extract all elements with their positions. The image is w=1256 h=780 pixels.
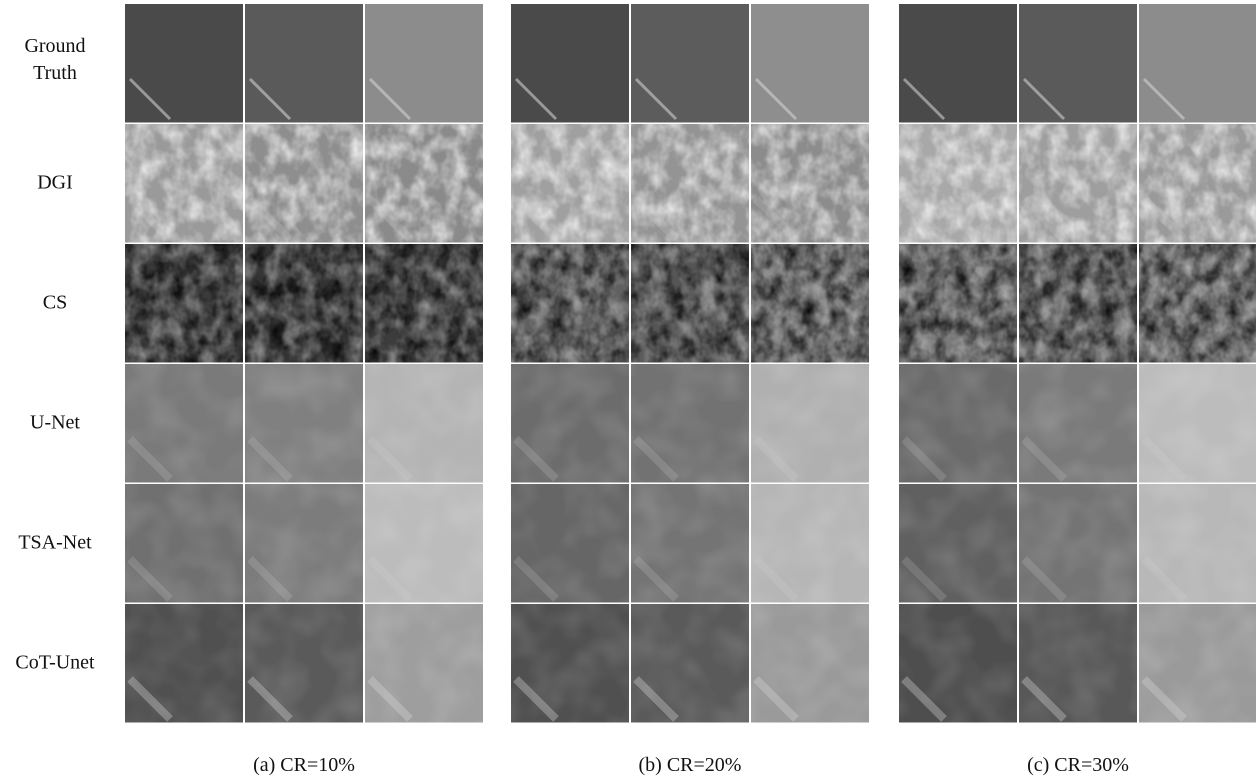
image-texture <box>125 364 243 483</box>
image-tile <box>365 4 483 123</box>
image-texture <box>899 484 1017 603</box>
image-texture <box>1019 484 1137 603</box>
image-texture <box>125 484 243 603</box>
image-texture <box>245 604 363 723</box>
image-grid <box>0 0 1256 730</box>
image-tile <box>899 4 1017 123</box>
image-texture <box>245 364 363 483</box>
image-tile <box>1019 4 1137 123</box>
image-texture <box>1139 244 1256 363</box>
image-texture <box>125 604 243 723</box>
row-label: U-Net <box>5 410 105 437</box>
image-texture <box>631 244 749 363</box>
image-texture <box>1019 244 1137 363</box>
image-texture <box>1019 364 1137 483</box>
image-texture <box>511 484 629 603</box>
image-texture <box>751 244 869 363</box>
caption: (b) CR=20% <box>511 754 869 777</box>
row-label: CoT-Unet <box>5 650 105 677</box>
image-texture <box>751 364 869 483</box>
image-texture <box>899 244 1017 363</box>
image-texture <box>631 364 749 483</box>
image-texture <box>245 124 363 243</box>
caption: (c) CR=30% <box>899 754 1256 777</box>
image-texture <box>1139 364 1256 483</box>
image-texture <box>751 124 869 243</box>
image-texture <box>899 124 1017 243</box>
image-texture <box>1139 484 1256 603</box>
image-texture <box>365 364 483 483</box>
image-texture <box>511 244 629 363</box>
image-tile <box>511 4 629 123</box>
image-texture <box>631 604 749 723</box>
image-texture <box>511 124 629 243</box>
image-tile <box>1139 4 1256 123</box>
row-label: TSA-Net <box>5 530 105 557</box>
row-label: DGI <box>5 170 105 197</box>
image-texture <box>751 484 869 603</box>
image-tile <box>631 4 749 123</box>
image-texture <box>751 604 869 723</box>
image-texture <box>365 244 483 363</box>
row-label: CS <box>5 290 105 317</box>
image-texture <box>631 484 749 603</box>
image-tile <box>125 4 243 123</box>
row-label: Ground Truth <box>5 33 105 87</box>
image-texture <box>1019 124 1137 243</box>
image-tile <box>751 4 869 123</box>
image-texture <box>125 244 243 363</box>
image-texture <box>511 364 629 483</box>
image-texture <box>631 124 749 243</box>
figure: Ground Truth DGI CS U-Net TSA-Net CoT-Unet (a)… <box>0 0 1256 780</box>
image-texture <box>245 244 363 363</box>
image-texture <box>1139 604 1256 723</box>
caption: (a) CR=10% <box>125 754 483 777</box>
image-texture <box>899 604 1017 723</box>
image-texture <box>365 604 483 723</box>
image-texture <box>365 484 483 603</box>
image-texture <box>125 124 243 243</box>
image-tile <box>245 4 363 123</box>
image-texture <box>899 364 1017 483</box>
image-texture <box>511 604 629 723</box>
image-texture <box>365 124 483 243</box>
image-texture <box>1019 604 1137 723</box>
image-texture <box>1139 124 1256 243</box>
image-texture <box>245 484 363 603</box>
